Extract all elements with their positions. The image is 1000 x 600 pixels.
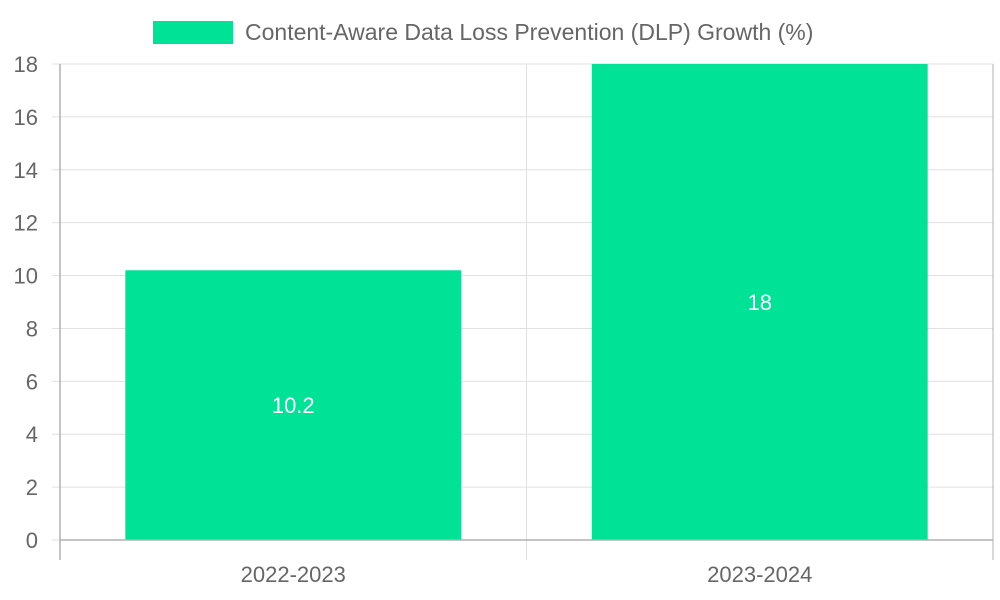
y-tick-label: 6 bbox=[26, 369, 38, 394]
y-tick-label: 18 bbox=[14, 52, 38, 77]
bar-2022-2023[interactable] bbox=[125, 270, 462, 540]
y-tick-label: 4 bbox=[26, 422, 38, 447]
legend[interactable]: Content-Aware Data Loss Prevention (DLP)… bbox=[153, 19, 813, 45]
y-tick-label: 10 bbox=[14, 264, 38, 289]
y-tick-label: 0 bbox=[26, 528, 38, 553]
y-tick-label: 8 bbox=[26, 316, 38, 341]
x-tick-label: 2022-2023 bbox=[241, 562, 346, 587]
legend-swatch[interactable] bbox=[153, 21, 233, 44]
y-tick-label: 12 bbox=[14, 211, 38, 236]
axes: 0 2 4 6 8 10 12 14 16 18 2022-2023 2023-2024 bbox=[14, 52, 993, 587]
x-tick-label: 2023-2024 bbox=[707, 562, 812, 587]
bar-data-label: 18 bbox=[748, 290, 772, 315]
y-tick-label: 2 bbox=[26, 475, 38, 500]
legend-label[interactable]: Content-Aware Data Loss Prevention (DLP)… bbox=[245, 19, 813, 45]
y-tick-label: 14 bbox=[14, 158, 38, 183]
bar-data-label: 10.2 bbox=[272, 393, 315, 418]
y-tick-label: 16 bbox=[14, 105, 38, 130]
bar-2023-2024[interactable] bbox=[591, 64, 928, 540]
bars: 10.2 18 bbox=[125, 64, 928, 540]
